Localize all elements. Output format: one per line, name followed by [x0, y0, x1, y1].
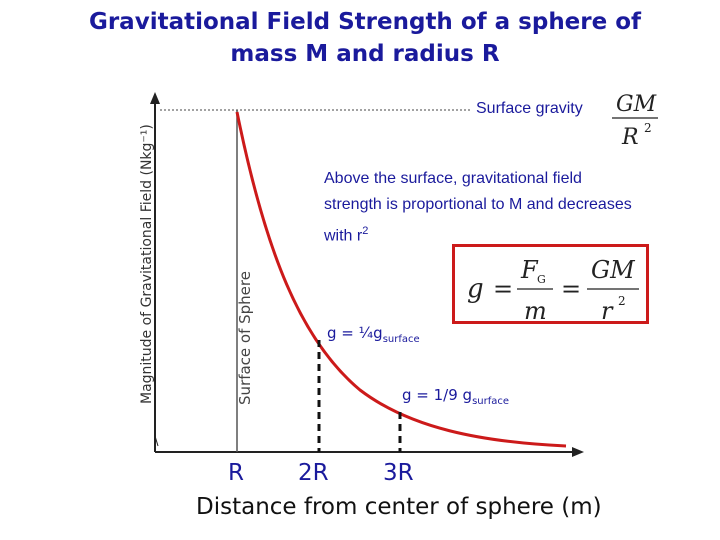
surface-gravity-formula: GM R 2: [612, 92, 658, 150]
annotation-quarter: g = ¼gsurface: [327, 324, 420, 345]
svg-text:GM: GM: [591, 256, 636, 284]
title-line-2: mass M and radius R: [230, 41, 500, 67]
y-axis-arrow: [150, 92, 160, 104]
svg-text:R: R: [621, 125, 639, 150]
svg-text:2: 2: [644, 121, 652, 135]
description-text: Above the surface, gravitational field s…: [324, 170, 632, 245]
title-line-1: Gravitational Field Strength of a sphere…: [88, 9, 642, 35]
y-axis-tick: [154, 435, 159, 447]
svg-text:G: G: [537, 273, 546, 286]
surface-of-sphere-label: Surface of Sphere: [236, 271, 254, 405]
svg-text:g: g: [467, 274, 484, 304]
x-axis-label: Distance from center of sphere (m): [196, 494, 602, 520]
x-tick-2R: 2R: [298, 460, 329, 486]
field-strength-curve: [235, 111, 567, 448]
svg-text:r: r: [601, 297, 614, 325]
page-title: Gravitational Field Strength of a sphere…: [0, 6, 720, 70]
x-tick-3R: 3R: [383, 460, 414, 486]
x-tick-R: R: [228, 460, 244, 486]
surface-gravity-label: Surface gravity: [476, 100, 583, 117]
svg-text:2: 2: [618, 294, 626, 308]
x-axis-arrow: [572, 447, 584, 457]
svg-text:F: F: [520, 256, 539, 284]
svg-text:GM: GM: [616, 92, 657, 117]
svg-text:=: =: [561, 275, 581, 303]
main-formula-box: g = F G m = GM r 2: [452, 244, 649, 325]
svg-text:m: m: [524, 297, 547, 325]
main-formula: g = F G m = GM r 2: [467, 256, 639, 325]
annotation-ninth: g = 1/9 gsurface: [402, 386, 510, 407]
y-axis-label: Magnitude of Gravitational Field (Nkg⁻¹): [139, 124, 155, 404]
svg-text:=: =: [493, 275, 513, 303]
